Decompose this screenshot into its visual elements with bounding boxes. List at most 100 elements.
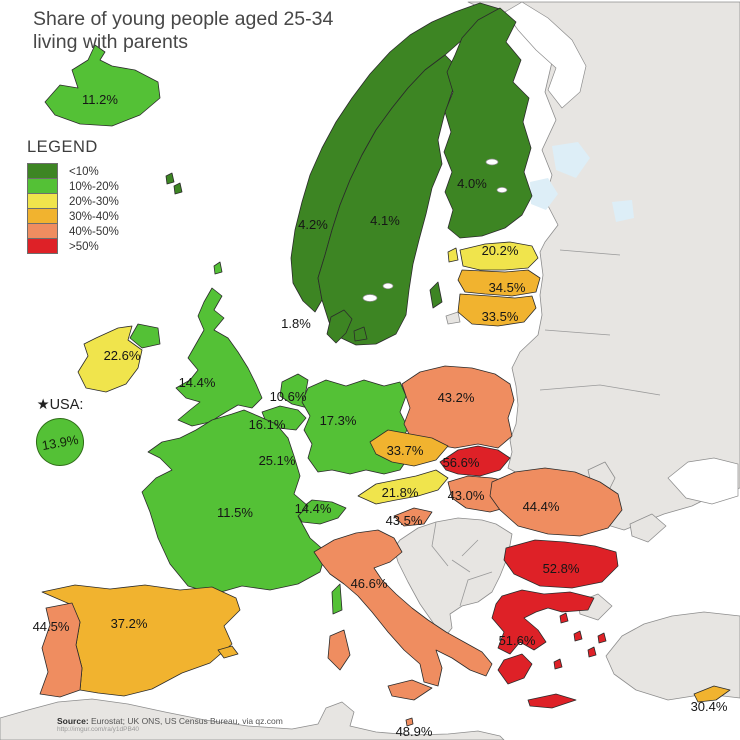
country-label-austria: 21.8% — [382, 485, 419, 500]
country-czech — [369, 429, 449, 467]
country-sardinia — [327, 629, 351, 671]
country-balearics — [217, 645, 239, 659]
country-switzerland — [295, 499, 347, 525]
lake-onega — [552, 142, 590, 178]
country-label-malta: 48.9% — [396, 724, 433, 739]
source-text: Eurostat; UK ONS, US Census Bureau, via … — [88, 716, 283, 726]
country-label-switzerland: 14.4% — [295, 501, 332, 516]
country-austria — [357, 469, 449, 505]
legend-label: 10%-20% — [69, 180, 119, 193]
country-cyprus — [693, 685, 731, 703]
legend-label: 40%-50% — [69, 225, 119, 238]
landmass-north-africa — [0, 698, 505, 740]
country-label-lithuania: 33.5% — [482, 309, 519, 324]
legend-swatch-gt50 — [27, 238, 58, 254]
landmass-balkans — [393, 517, 513, 639]
country-corsica — [331, 583, 343, 615]
landmass-kaliningrad — [445, 311, 461, 325]
country-faroe — [165, 172, 183, 195]
country-finland — [443, 7, 533, 239]
source-url: http://imgur.com/ra/y1dPB40 — [57, 726, 140, 733]
country-labels: 11.2% 4.2% 4.1% 4.0% 1.8% 20.2% 34.5% 33.5% 22.6… — [33, 92, 728, 739]
country-label-france: 11.5% — [217, 505, 253, 520]
country-label-poland: 43.2% — [438, 390, 475, 405]
country-label-luxembourg: 25.1% — [259, 453, 296, 468]
country-slovakia — [439, 445, 511, 477]
page-title: Share of young people aged 25-34 living … — [33, 8, 363, 53]
legend-label: 20%-30% — [69, 195, 119, 208]
source-note: Source: Eurostat; UK ONS, US Census Bure… — [57, 716, 283, 733]
country-shetland — [213, 261, 223, 275]
country-label-spain: 37.2% — [111, 616, 148, 631]
white-sea — [504, 1, 587, 109]
legend-swatch-10-20 — [27, 178, 58, 194]
legend-swatch-lt10 — [27, 163, 58, 179]
country-label-belgium: 16.1% — [249, 417, 286, 432]
country-label-latvia: 34.5% — [489, 280, 526, 295]
country-label-slovakia: 56.6% — [443, 455, 480, 470]
country-label-hungary: 43.0% — [448, 488, 485, 503]
finnish-lake-1 — [485, 158, 499, 166]
country-ireland — [77, 325, 143, 393]
source-text-line: Source: Eurostat; UK ONS, US Census Bure… — [57, 716, 283, 726]
finnish-lake-2 — [496, 187, 508, 193]
country-sweden — [317, 54, 461, 346]
country-bulgaria — [503, 539, 619, 589]
legend-label: >50% — [69, 240, 99, 253]
balkan-borders — [431, 521, 493, 607]
legend-row: 10%-20% — [27, 178, 119, 194]
country-crete — [527, 693, 577, 709]
country-label-sweden: 4.1% — [370, 213, 400, 228]
title-line2: living with parents — [33, 30, 188, 53]
source-label: Source: — [57, 716, 89, 726]
country-label-denmark: 1.8% — [281, 316, 311, 331]
country-label-finland: 4.0% — [457, 176, 487, 191]
legend-row: 30%-40% — [27, 208, 119, 224]
country-label-netherlands: 10.6% — [270, 389, 307, 404]
legend-row: <10% — [27, 163, 119, 179]
usa-label-text: USA: — [49, 397, 84, 413]
lake-vattern — [382, 282, 394, 290]
country-aegean-islands — [553, 612, 607, 670]
country-label-czech: 33.7% — [387, 443, 424, 458]
country-northern-ireland — [129, 323, 161, 349]
country-lithuania — [457, 293, 537, 327]
country-great-britain — [175, 287, 263, 427]
legend-row: >50% — [27, 238, 119, 254]
country-peloponnese — [497, 653, 533, 685]
legend-swatch-20-30 — [27, 193, 58, 209]
country-denmark — [326, 309, 353, 344]
country-label-cyprus: 30.4% — [691, 699, 728, 714]
usa-value-circle: 13.9% — [32, 414, 88, 470]
legend-label: <10% — [69, 165, 99, 178]
lake-vanern — [362, 294, 378, 302]
landmass-turkey — [605, 611, 740, 701]
lake-peipus — [612, 200, 634, 222]
country-label-germany: 17.3% — [320, 413, 357, 428]
country-label-italy: 46.6% — [351, 576, 388, 591]
usa-value: 13.9% — [40, 431, 80, 453]
country-estonia-islands — [447, 247, 459, 263]
lakes — [530, 142, 634, 222]
east-borders — [539, 249, 661, 396]
sea-of-azov — [667, 457, 739, 505]
title-line1: Share of young people aged 25-34 — [33, 8, 334, 30]
country-label-iceland: 11.2% — [82, 92, 118, 107]
country-italy — [313, 529, 493, 687]
country-label-estonia: 20.2% — [482, 243, 519, 258]
country-label-slovenia: 43.5% — [386, 513, 423, 528]
country-label-norway: 4.2% — [298, 217, 328, 232]
country-malta — [405, 717, 414, 727]
landmass-crimea — [629, 513, 667, 543]
legend: LEGEND <10% 10%-20% 20%-30% 30%-40% 40%-… — [27, 138, 119, 254]
country-france — [141, 409, 327, 595]
legend-title: LEGEND — [27, 138, 98, 156]
country-label-romania: 44.4% — [523, 499, 560, 514]
country-label-bulgaria: 52.8% — [543, 561, 580, 576]
country-label-uk: 14.4% — [179, 375, 216, 390]
country-label-greece: 51.6% — [499, 633, 536, 648]
country-portugal — [39, 602, 83, 698]
country-estonia — [459, 241, 539, 271]
legend-swatch-40-50 — [27, 223, 58, 239]
